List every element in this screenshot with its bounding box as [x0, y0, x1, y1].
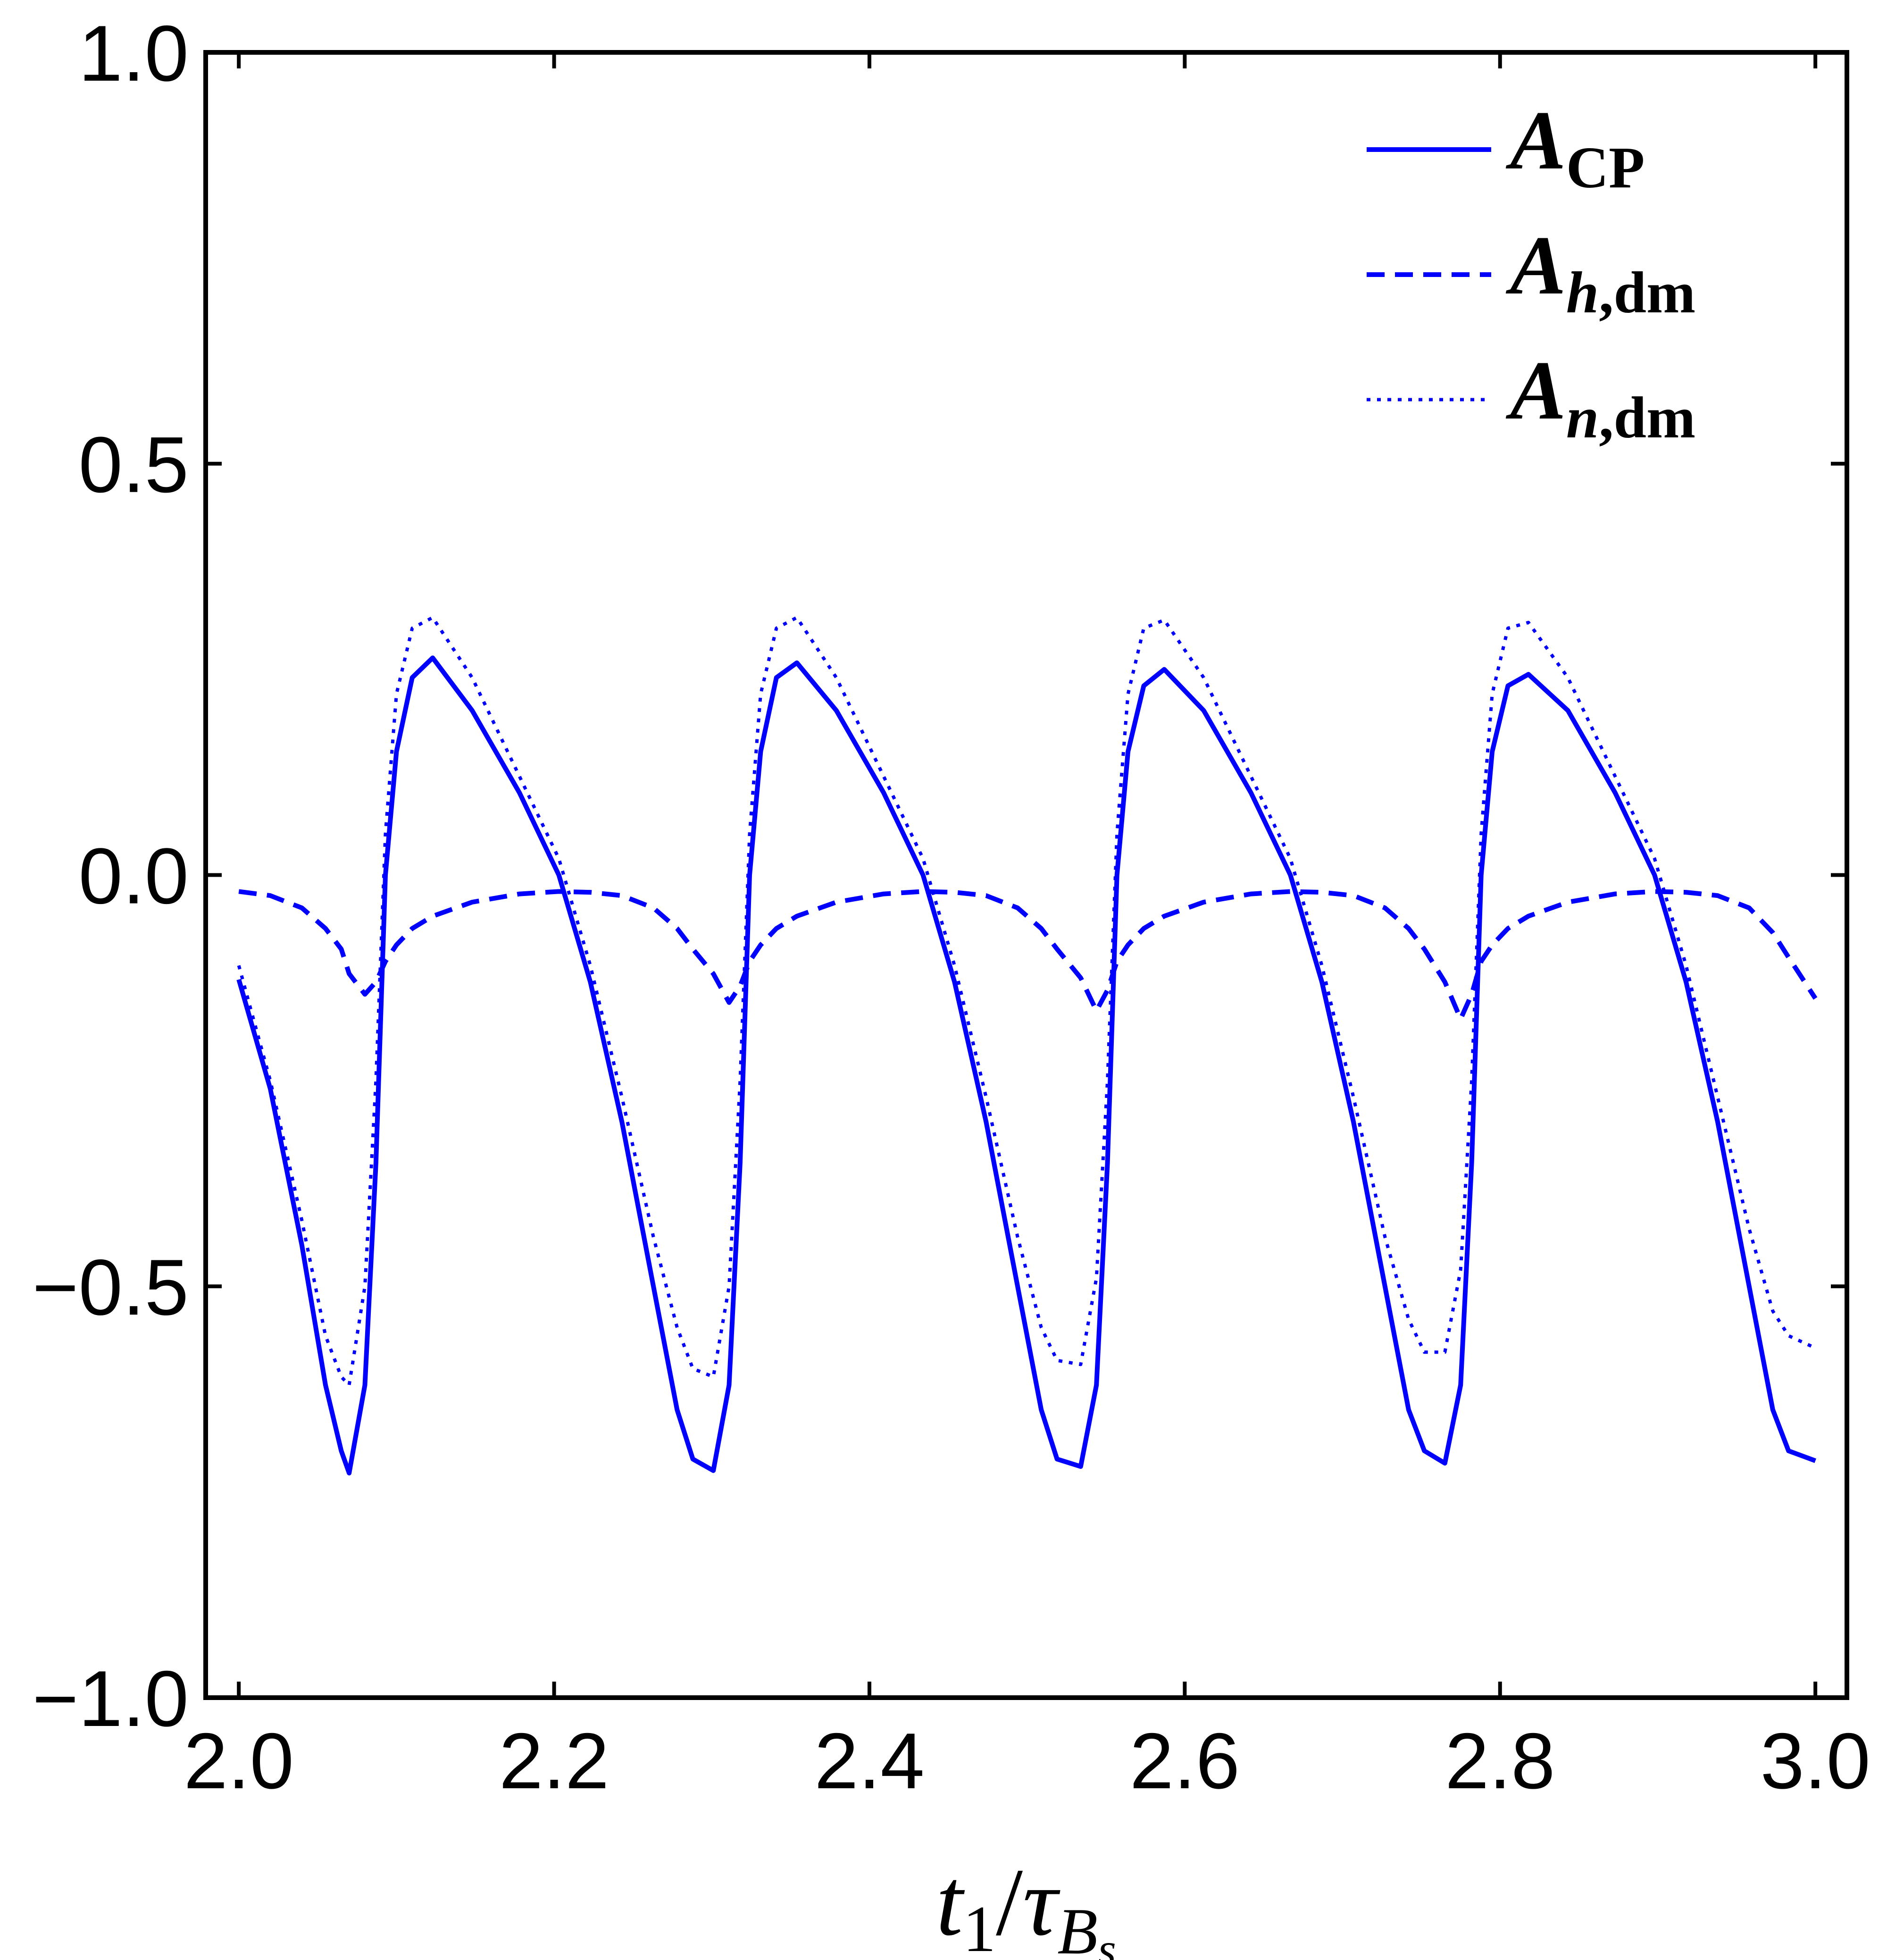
- legend-label: ACP: [1505, 93, 1645, 201]
- y-tick-label: 0.5: [78, 420, 189, 509]
- x-label-part: /: [996, 1849, 1023, 1956]
- series-line: [236, 655, 1816, 1475]
- x-tick-label: 2.2: [499, 1717, 610, 1805]
- x-axis-label: t1/τBs: [936, 1849, 1116, 1960]
- legend-label-part: h: [1566, 260, 1599, 326]
- legend-label: An,dm: [1505, 343, 1695, 451]
- y-tick-label: 0.0: [78, 832, 189, 921]
- x-label-part: s: [1098, 1923, 1116, 1960]
- x-label-part: τ: [1023, 1849, 1060, 1956]
- legend-label-part: A: [1505, 93, 1566, 187]
- y-tick-label: −0.5: [32, 1243, 189, 1332]
- x-tick-label: 2.6: [1130, 1717, 1240, 1805]
- plot-area: [236, 616, 1818, 1475]
- x-label-part: 1: [963, 1893, 996, 1960]
- x-label-part: t: [936, 1849, 965, 1956]
- legend-label-part: A: [1505, 218, 1566, 312]
- y-tick-label: −1.0: [32, 1654, 189, 1743]
- x-tick-label: 3.0: [1760, 1717, 1870, 1805]
- legend-label-part: CP: [1566, 135, 1645, 201]
- y-tick-label: 1.0: [78, 9, 189, 98]
- legend-label-part: A: [1505, 343, 1566, 437]
- x-tick-label: 2.4: [814, 1717, 925, 1805]
- legend-label-part: n: [1566, 385, 1599, 451]
- series-line: [238, 889, 1818, 1022]
- legend-label: Ah,dm: [1505, 218, 1695, 326]
- legend-label-part: ,dm: [1599, 385, 1695, 451]
- x-tick-label: 2.8: [1445, 1717, 1555, 1805]
- series-line: [237, 616, 1816, 1387]
- legend-label-part: ,dm: [1599, 260, 1695, 326]
- x-label-part: B: [1057, 1895, 1098, 1960]
- x-tick-label: 2.0: [184, 1717, 294, 1805]
